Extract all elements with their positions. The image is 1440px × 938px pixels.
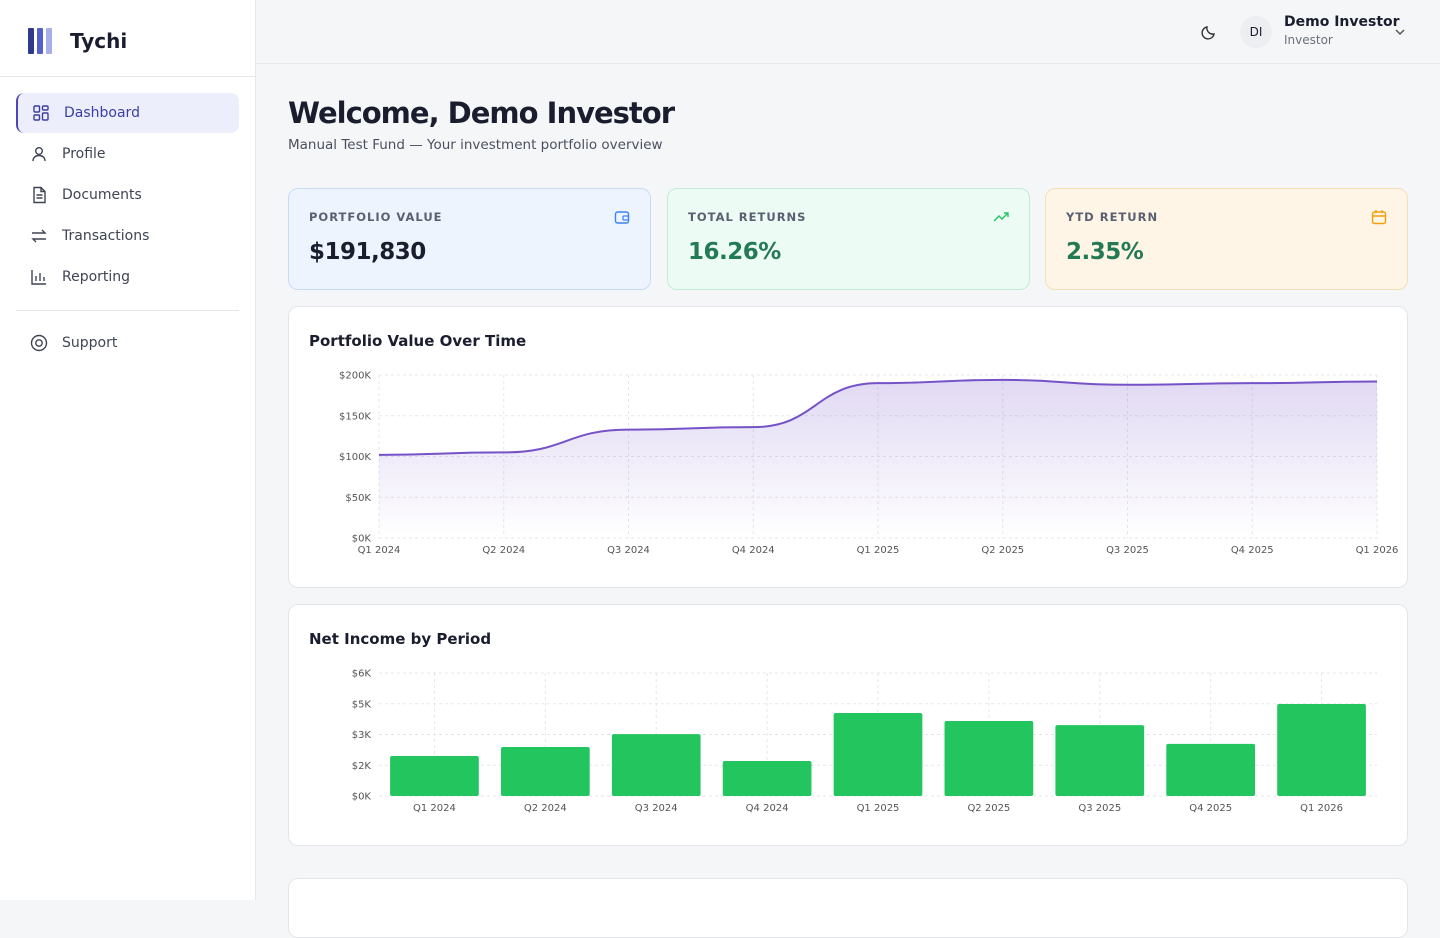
stat-value: $191,830	[309, 239, 426, 265]
icon	[33, 105, 49, 121]
stat-value: 16.26%	[688, 239, 781, 265]
nav-label: Support	[62, 335, 118, 351]
x-tick-label: Q4 2025	[1231, 545, 1274, 556]
nav-label: Profile	[62, 146, 106, 162]
chart-title: Net Income by Period	[309, 630, 491, 648]
x-tick-label: Q4 2024	[732, 545, 775, 556]
stat-card: PORTFOLIO VALUE $191,830	[288, 188, 651, 290]
x-tick-label: Q2 2025	[967, 803, 1010, 814]
bar	[390, 756, 479, 796]
stat-value: 2.35%	[1066, 239, 1144, 265]
icon	[33, 186, 46, 204]
y-tick-label: $200K	[339, 371, 371, 382]
x-tick-label: Q3 2025	[1078, 803, 1121, 814]
bar	[833, 712, 923, 796]
chart-title: Portfolio Value Over Time	[309, 332, 526, 350]
y-tick-label: $100K	[339, 452, 371, 463]
brand-name: Tychi	[70, 29, 128, 53]
y-tick-label: $50K	[345, 493, 371, 504]
x-tick-label: Q1 2025	[857, 545, 900, 556]
top-bar: DI Demo Investor Investor	[256, 0, 1440, 64]
chart: Net Income by Period $0K $2K $3K $5K $6K Q1 20…	[309, 630, 1377, 814]
x-tick-label: Q2 2024	[482, 545, 525, 556]
x-tick-label: Q1 2026	[1300, 803, 1343, 814]
stat-label: PORTFOLIO VALUE	[309, 210, 443, 224]
x-tick-label: Q2 2024	[524, 803, 567, 814]
bar	[611, 734, 701, 796]
stat-label: TOTAL RETURNS	[688, 210, 807, 224]
icon	[31, 229, 47, 243]
y-tick-label: $0K	[352, 534, 372, 545]
y-tick-label: $5K	[352, 699, 372, 710]
nav-item[interactable]: Transactions	[16, 216, 239, 256]
x-tick-label: Q1 2024	[358, 545, 401, 556]
nav-item[interactable]: Profile	[16, 134, 239, 174]
nav-label: Transactions	[62, 228, 150, 244]
page-subtitle: Manual Test Fund — Your investment portf…	[288, 137, 663, 153]
x-tick-label: Q1 2024	[413, 803, 456, 814]
divider	[16, 310, 239, 311]
brand[interactable]: Tychi	[26, 26, 127, 56]
nav-item[interactable]: Reporting	[16, 257, 239, 297]
theme-toggle[interactable]	[1201, 24, 1217, 40]
x-tick-label: Q3 2024	[607, 545, 650, 556]
x-tick-label: Q1 2026	[1356, 545, 1399, 556]
sidebar: Tychi Dashboard Profile Documents Transacti…	[0, 0, 256, 900]
nav-label: Documents	[62, 187, 142, 203]
icon	[30, 334, 48, 352]
stat-card: YTD RETURN 2.35%	[1045, 188, 1408, 290]
stat-card: TOTAL RETURNS 16.26%	[667, 188, 1030, 290]
x-tick-label: Q2 2025	[981, 545, 1024, 556]
icon	[32, 147, 46, 162]
user-menu-toggle[interactable]	[1394, 26, 1406, 38]
bar	[500, 747, 590, 796]
chart-panel: Net Income by Period $0K $2K $3K $5K $6K Q1 20…	[288, 604, 1408, 846]
area	[379, 379, 1377, 538]
stat-label: YTD RETURN	[1066, 210, 1159, 224]
x-tick-label: Q4 2025	[1189, 803, 1232, 814]
bar	[944, 720, 1034, 796]
bar	[1055, 725, 1145, 796]
chart-panel: Portfolio Value Over Time $0K $50K $100K $15…	[288, 306, 1408, 588]
user-role: Investor	[1284, 33, 1333, 47]
nav-support[interactable]: Support	[16, 323, 239, 363]
icon	[993, 212, 1009, 222]
line	[378, 378, 1378, 456]
x-tick-label: Q4 2024	[746, 803, 789, 814]
x-tick-label: Q3 2025	[1106, 545, 1149, 556]
avatar[interactable]: DI	[1240, 16, 1272, 48]
y-tick-label: $150K	[339, 411, 371, 422]
nav-label: Reporting	[62, 269, 131, 285]
logo	[28, 28, 52, 54]
user-name: Demo Investor	[1284, 14, 1400, 30]
x-tick-label: Q3 2024	[635, 803, 678, 814]
nav-label: Dashboard	[64, 105, 140, 121]
page-title: Welcome, Demo Investor	[288, 96, 675, 130]
bar	[722, 760, 812, 796]
nav-item[interactable]: Documents	[16, 175, 239, 215]
icon	[1371, 210, 1387, 225]
y-tick-label: $6K	[352, 669, 372, 680]
nav-item[interactable]: Dashboard	[16, 93, 239, 133]
icon	[614, 211, 630, 224]
y-tick-label: $2K	[352, 761, 372, 772]
icon	[31, 270, 46, 285]
y-tick-label: $3K	[352, 730, 372, 741]
y-tick-label: $0K	[352, 792, 372, 803]
chart: Portfolio Value Over Time $0K $50K $100K $15…	[309, 332, 1399, 556]
bar	[1277, 703, 1366, 796]
divider	[0, 76, 256, 77]
x-tick-label: Q1 2025	[857, 803, 900, 814]
panel	[288, 878, 1408, 938]
bar	[1166, 743, 1256, 796]
